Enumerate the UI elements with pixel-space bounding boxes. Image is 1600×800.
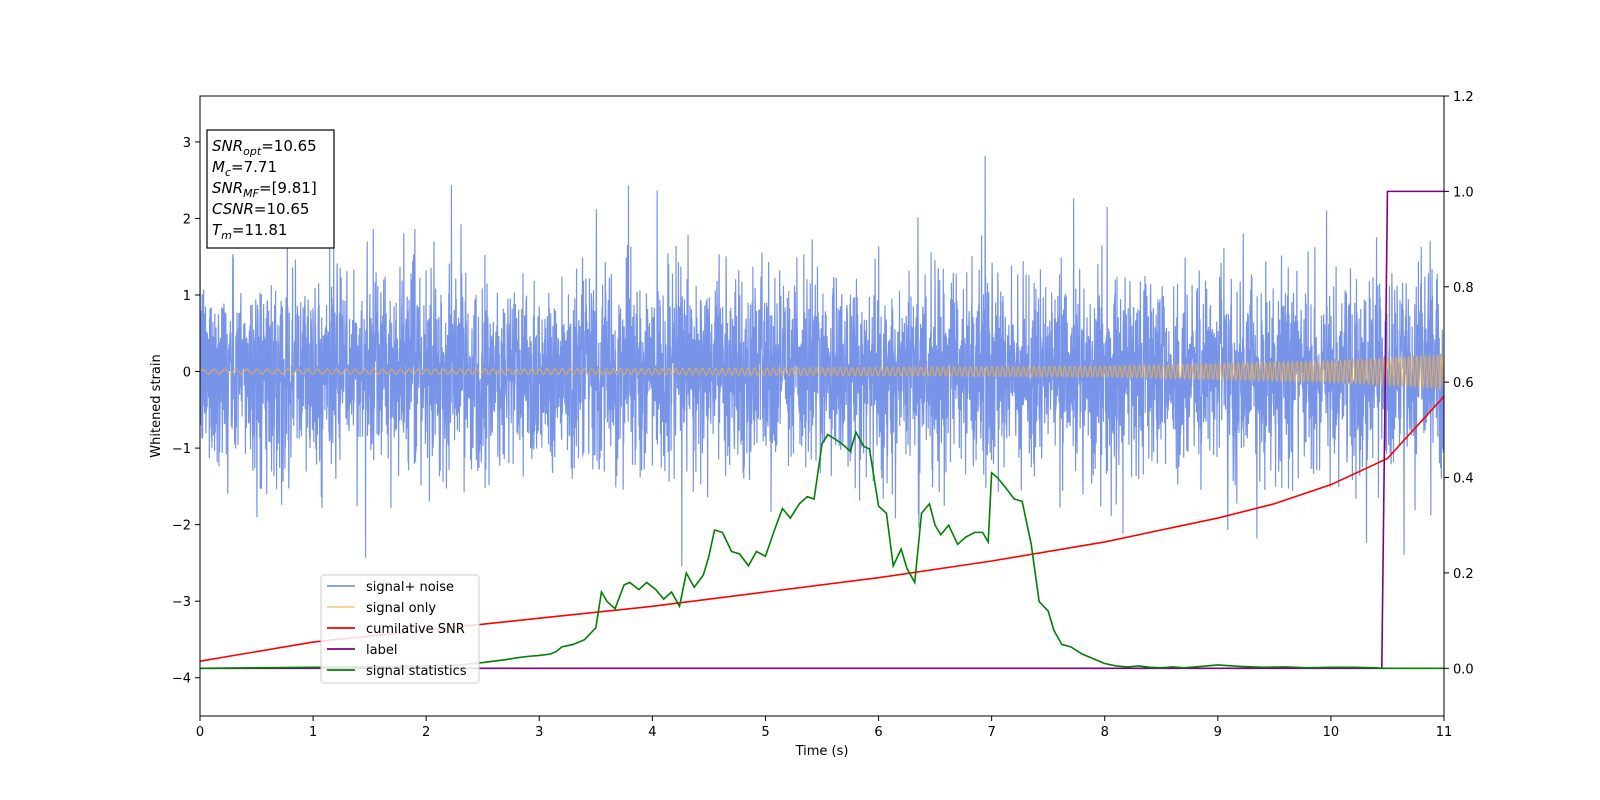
y2-tick-label: 0.4 (1453, 472, 1474, 487)
x-tick-label: 10 (1323, 725, 1340, 740)
x-tick-label: 5 (761, 725, 769, 740)
legend-frame (320, 574, 480, 684)
x-tick-label: 9 (1214, 725, 1222, 740)
x-tick-label: 1 (309, 725, 317, 740)
x-tick-label: 6 (874, 725, 882, 740)
x-tick-label: 8 (1101, 725, 1109, 740)
annotation-line: SNRMF=[9.81] (212, 179, 317, 200)
y2-tick-label: 0.0 (1453, 662, 1474, 677)
y-axis-right: 0.0 0.2 0.4 0.6 0.8 1.0 1.2 (1444, 90, 1474, 677)
legend-label: signal statistics (366, 664, 467, 679)
x-tick-label: 7 (987, 725, 995, 740)
y-axis-label: Whitened strain (149, 354, 164, 457)
y2-tick-label: 0.8 (1453, 281, 1474, 296)
y-tick-label: −3 (172, 595, 191, 610)
y-tick-label: −4 (172, 672, 191, 687)
plot-frame (199, 95, 1445, 717)
y-axis-left: −4 −3 −2 −1 0 1 2 3 (172, 136, 200, 687)
y-tick-label: 1 (183, 289, 191, 304)
y-tick-label: −2 (172, 519, 191, 534)
series-label-line (200, 190, 1444, 670)
series-signal-statistics-line (200, 430, 1444, 670)
series-signal-only-line (200, 352, 1444, 391)
x-tick-label: 0 (196, 725, 204, 740)
y2-tick-label: 0.6 (1453, 376, 1474, 391)
y2-tick-label: 1.0 (1453, 185, 1474, 200)
y-tick-label: 2 (183, 212, 191, 227)
x-tick-label: 4 (648, 725, 656, 740)
y2-tick-label: 1.2 (1453, 90, 1474, 105)
legend-label: cumilative SNR (366, 622, 465, 637)
annotation-line: Mc=7.71 (212, 158, 277, 179)
legend-label: signal+ noise (366, 580, 454, 595)
legend: signal+ noise signal only cumilative SNR la… (320, 574, 480, 684)
y2-tick-label: 0.2 (1453, 567, 1474, 582)
y-tick-label: −1 (172, 442, 191, 457)
annotation-line: Tm=11.81 (212, 221, 287, 242)
y-tick-label: 0 (183, 366, 191, 381)
annotation-frame (206, 129, 335, 249)
annotation-box: SNRopt=10.65Mc=7.71SNRMF=[9.81]CSNR=10.6… (206, 129, 335, 249)
annotation-line: SNRopt=10.65 (212, 137, 317, 158)
legend-label: signal only (366, 601, 436, 616)
x-tick-label: 2 (422, 725, 430, 740)
annotation-line: CSNR=10.65 (212, 200, 309, 218)
x-axis-label: Time (s) (795, 744, 849, 759)
series-signal-noise-line (200, 156, 1444, 567)
x-axis: 0 1 2 3 4 5 6 7 8 9 10 11 (196, 716, 1452, 740)
x-tick-label: 11 (1436, 725, 1453, 740)
y-tick-label: 3 (183, 136, 191, 151)
legend-label: label (366, 643, 397, 658)
x-tick-label: 3 (535, 725, 543, 740)
